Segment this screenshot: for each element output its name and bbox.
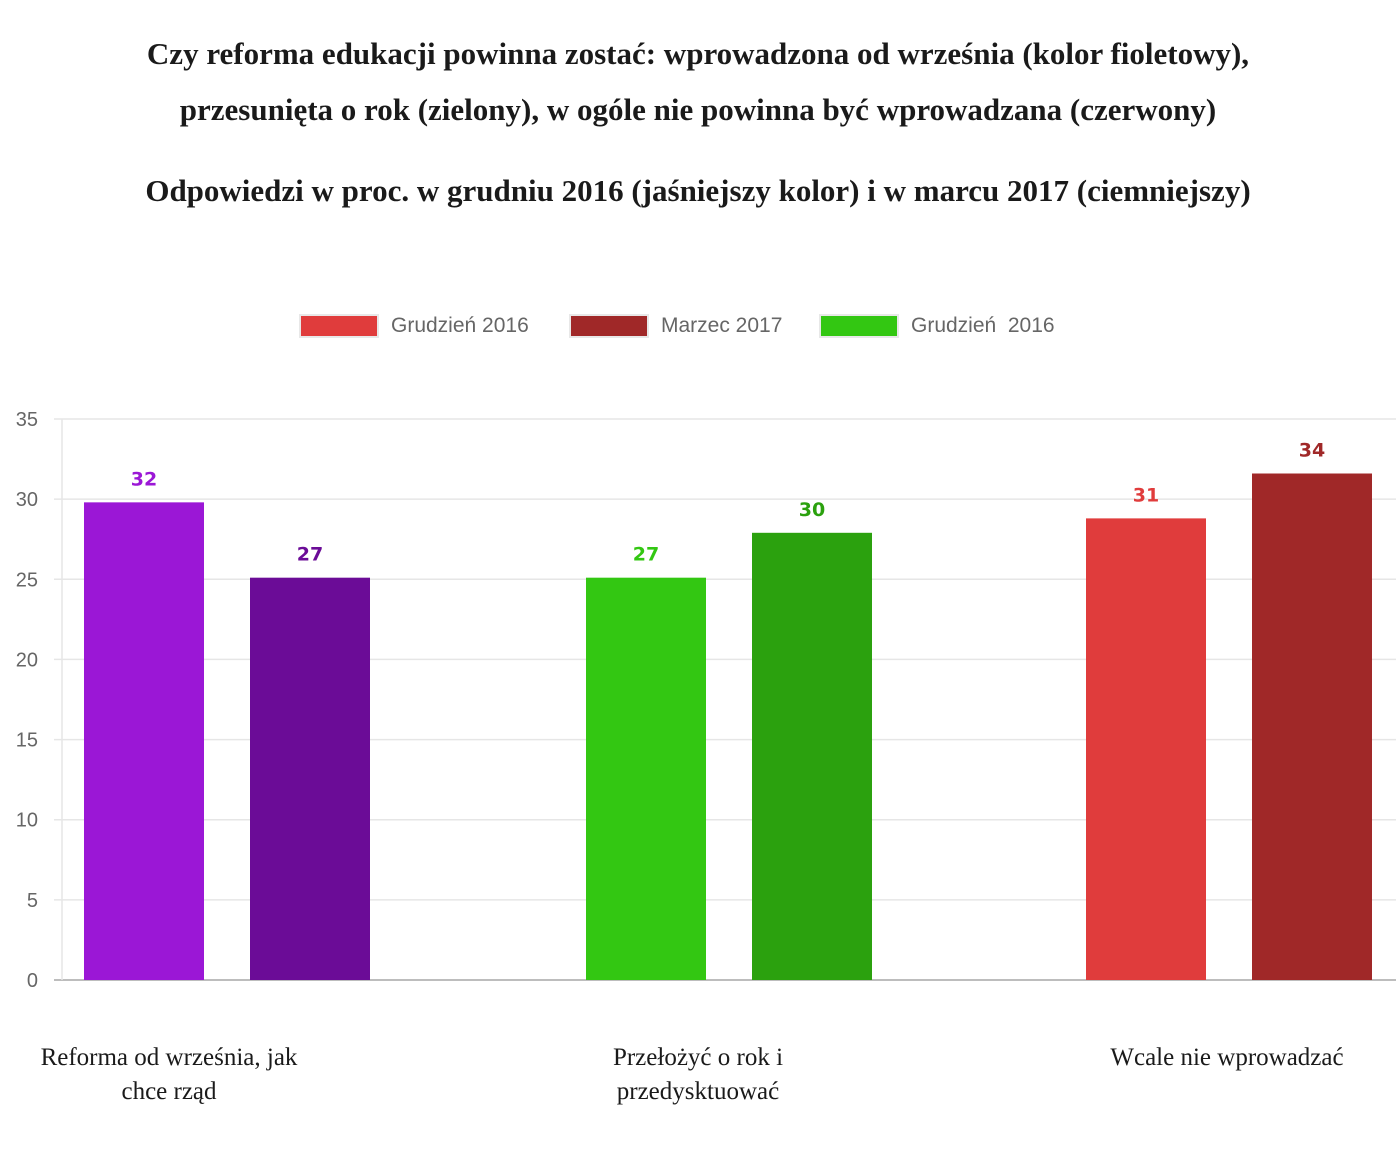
y-tick-label: 5 bbox=[27, 890, 38, 912]
x-category-label: Wcale nie wprowadzać bbox=[1110, 1044, 1343, 1071]
bar bbox=[1086, 518, 1206, 980]
chart-title-line-2: przesunięta o rok (zielony), w ogóle nie… bbox=[179, 92, 1217, 127]
legend-label: Marzec 2017 bbox=[661, 314, 783, 337]
y-tick-label: 20 bbox=[16, 649, 38, 671]
x-axis: Reforma od września, jak chce rząd Przełoż… bbox=[41, 1044, 1344, 1105]
bar bbox=[752, 532, 872, 980]
legend-label: Grudzień 2016 bbox=[391, 314, 529, 337]
chart-legend: Grudzień 2016 Marzec 2017 Grudzień 2016 bbox=[0, 310, 1396, 344]
bar-value-label: 27 bbox=[297, 544, 323, 566]
legend-swatch bbox=[819, 314, 899, 338]
x-category-label: Reforma od września, jak bbox=[41, 1044, 298, 1071]
y-tick-label: 25 bbox=[16, 569, 38, 591]
y-tick-label: 30 bbox=[16, 489, 38, 511]
chart-bars bbox=[84, 473, 1372, 980]
bar-value-label: 34 bbox=[1299, 439, 1325, 461]
bar bbox=[586, 577, 706, 980]
bar-value-label: 31 bbox=[1133, 484, 1159, 506]
bar bbox=[250, 577, 370, 980]
legend-swatch bbox=[299, 314, 379, 338]
chart-title-line-1: Czy reforma edukacji powinna zostać: wpr… bbox=[146, 36, 1250, 71]
y-tick-label: 10 bbox=[16, 810, 38, 832]
legend-label: Grudzień 2016 bbox=[911, 314, 1055, 337]
legend-swatch bbox=[569, 314, 649, 338]
bar bbox=[84, 502, 204, 980]
x-category-label: Przełożyć o rok i bbox=[613, 1044, 783, 1071]
x-category-label: przedysktuować bbox=[617, 1078, 779, 1105]
legend-item-grudzien-2016-red[interactable]: Grudzień 2016 bbox=[299, 310, 529, 342]
bar bbox=[1252, 473, 1372, 980]
bar-value-label: 27 bbox=[633, 544, 659, 566]
legend-item-grudzien-2016-green[interactable]: Grudzień 2016 bbox=[819, 310, 1055, 342]
y-tick-label: 0 bbox=[27, 970, 38, 992]
y-tick-label: 35 bbox=[16, 409, 38, 431]
y-tick-label: 15 bbox=[16, 730, 38, 752]
value-labels: 32 27 27 30 31 34 bbox=[131, 439, 1325, 565]
y-axis: 0 5 10 15 20 25 30 35 bbox=[16, 409, 38, 992]
chart-subtitle: Odpowiedzi w proc. w grudniu 2016 (jaśni… bbox=[145, 173, 1251, 208]
bar-value-label: 30 bbox=[799, 499, 825, 521]
bar-value-label: 32 bbox=[131, 468, 157, 490]
x-category-label: chce rząd bbox=[121, 1078, 217, 1105]
legend-item-marzec-2017[interactable]: Marzec 2017 bbox=[569, 310, 782, 342]
